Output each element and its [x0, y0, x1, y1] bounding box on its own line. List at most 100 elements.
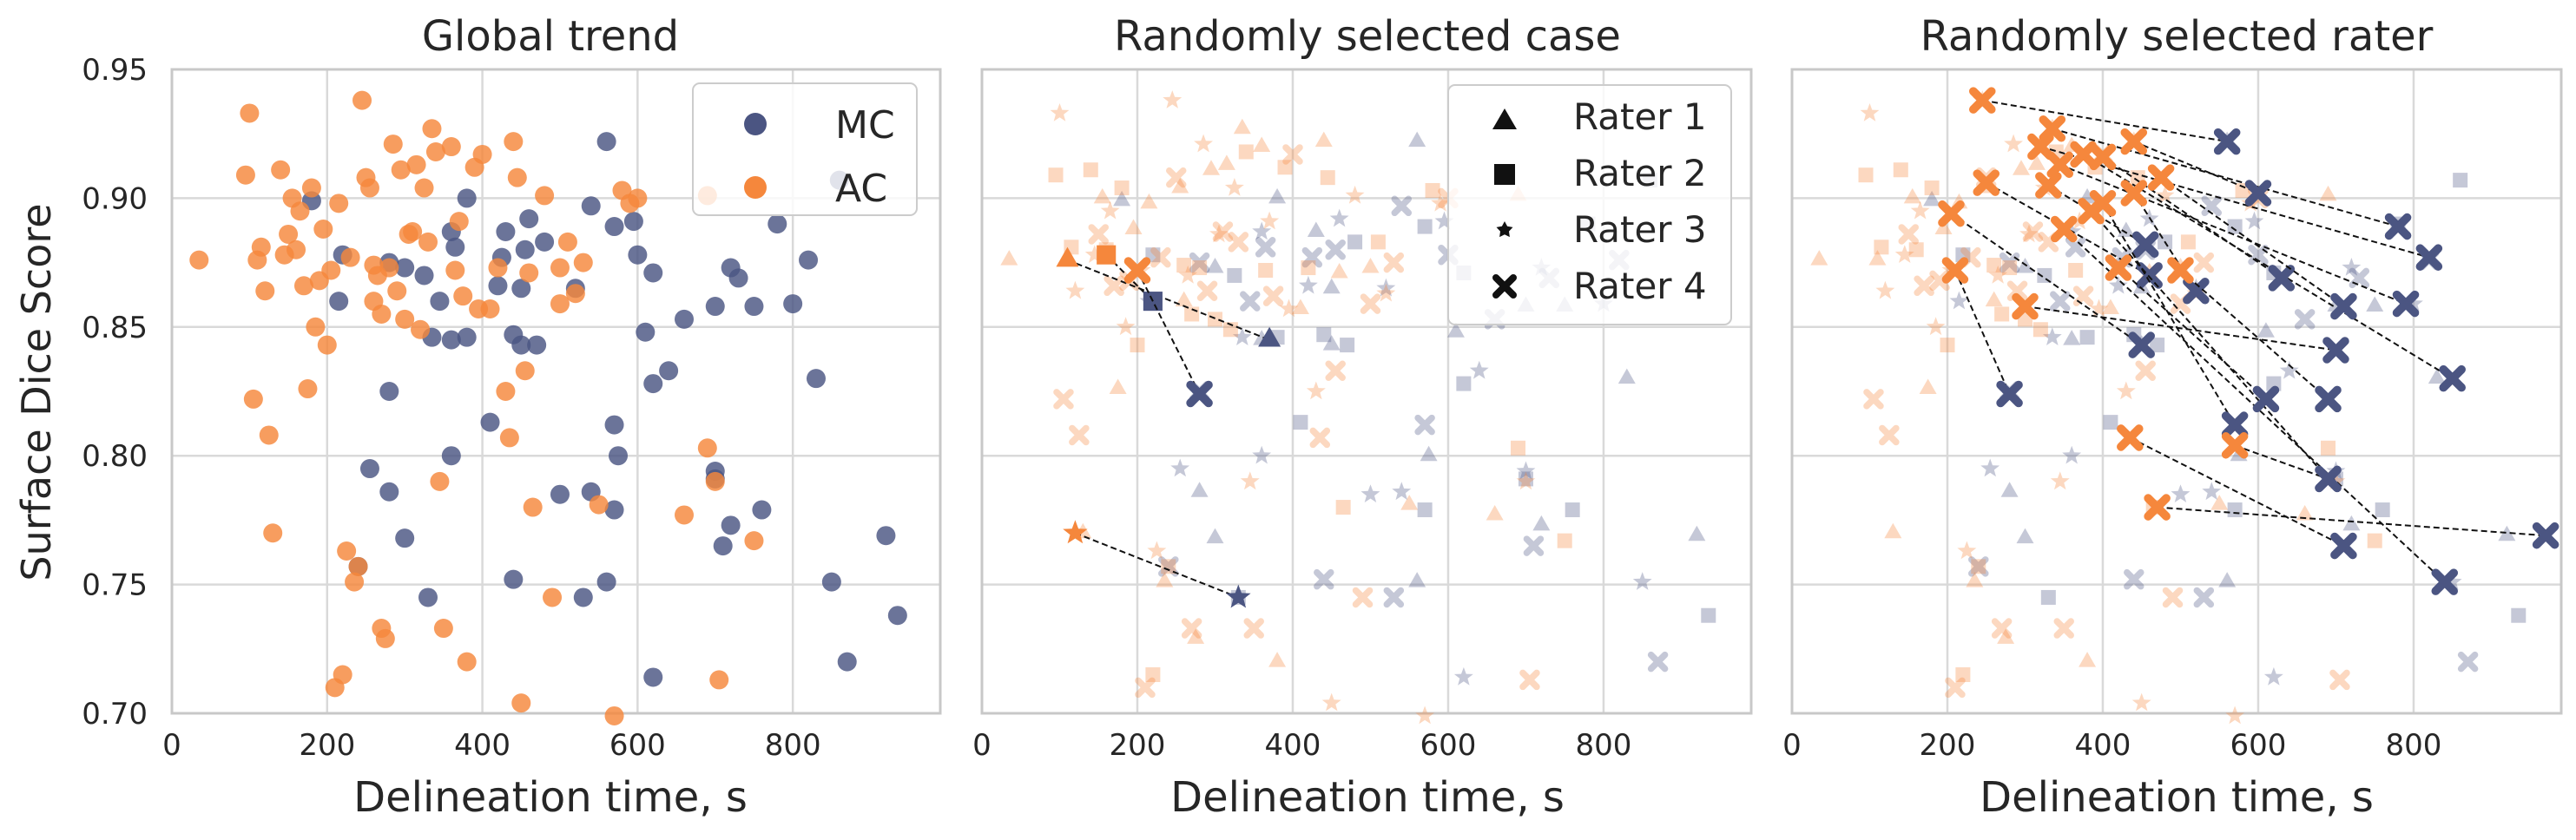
- mc-faded-point: [1325, 240, 1346, 260]
- ac-faded-point: [1516, 471, 1536, 490]
- mc-faded-point: [2457, 651, 2479, 673]
- mc-point: [837, 652, 857, 672]
- ac-faded-point: [2135, 360, 2156, 382]
- mc-point: [515, 240, 535, 259]
- ac-faded-point: [1175, 291, 1193, 307]
- ac-point: [499, 428, 519, 448]
- ac-faded-point: [1114, 180, 1130, 196]
- ac-highlight-point: [2144, 494, 2171, 521]
- mc-point: [876, 526, 896, 546]
- ac-highlight-point: [2120, 180, 2148, 207]
- mc-point: [581, 196, 601, 216]
- ac-faded-point: [1926, 317, 1946, 336]
- ac-faded-point: [1268, 652, 1287, 667]
- ac-faded-point: [2321, 440, 2336, 456]
- ac-faded-point: [1065, 280, 1085, 299]
- mc-point: [379, 482, 399, 502]
- ac-faded-point: [1212, 221, 1234, 242]
- ac-faded-point: [1519, 669, 1540, 691]
- pair-link-line: [1950, 213, 2143, 346]
- ac-highlight-point: [2012, 292, 2039, 320]
- ac-faded-point: [1879, 424, 1900, 446]
- mc-faded-point: [2000, 482, 2019, 497]
- ac-faded-point: [2004, 134, 2023, 153]
- mc-faded-point: [1446, 322, 1465, 338]
- ac-faded-point: [1860, 103, 1880, 121]
- ac-point: [441, 137, 461, 157]
- ac-point: [345, 572, 365, 592]
- mc-point: [623, 212, 643, 232]
- mc-faded-point: [1980, 458, 2000, 477]
- y-tick-label: 0.95: [82, 53, 148, 88]
- mc-faded-point: [1298, 275, 1318, 294]
- mc-point: [445, 237, 465, 257]
- ac-point: [445, 260, 465, 280]
- mc-faded-point: [2227, 219, 2243, 234]
- ac-faded-point: [1147, 541, 1167, 560]
- ac-point: [259, 425, 279, 445]
- ac-point: [589, 495, 609, 515]
- mc-faded-point: [2202, 482, 2222, 501]
- mc-faded-point: [1408, 131, 1426, 148]
- y-tick-label: 0.85: [82, 311, 148, 345]
- legend-rater3-label: Rater 3: [1573, 208, 1707, 251]
- mc-highlight-point: [2322, 337, 2349, 364]
- legend-2-box: [1447, 84, 1732, 325]
- mc-faded-point: [1232, 327, 1252, 345]
- mc-highlight-point: [2330, 532, 2357, 560]
- ac-faded-point: [2162, 587, 2184, 608]
- ac-faded-point: [2079, 652, 2097, 667]
- mc-point: [713, 536, 733, 556]
- ac-point: [395, 309, 415, 329]
- mc-highlight-point: [2131, 231, 2159, 259]
- ac-faded-point: [1325, 360, 1346, 382]
- pair-link-line: [2157, 506, 2546, 537]
- mc-highlight-point: [2213, 128, 2241, 155]
- mc-highlight-point: [2415, 244, 2443, 271]
- ac-point: [333, 665, 352, 685]
- mc-faded-point: [1420, 445, 1438, 462]
- mc-point: [604, 500, 624, 520]
- ac-faded-point: [1985, 291, 2003, 307]
- pair-link-line: [2133, 141, 2259, 194]
- mc-faded-point: [1968, 556, 1989, 577]
- ac-point: [329, 194, 349, 213]
- ac-highlight-point: [2035, 172, 2062, 199]
- mc-point: [799, 250, 819, 270]
- ac-faded-point: [1084, 245, 1104, 263]
- mc-faded-point: [1307, 221, 1325, 237]
- ac-faded-point: [1109, 378, 1127, 395]
- mc-faded-point: [2040, 589, 2056, 605]
- ac-faded-point: [1135, 677, 1156, 699]
- ac-faded-point: [1088, 224, 1109, 245]
- mc-faded-point: [1647, 651, 1669, 673]
- ac-point: [235, 165, 255, 185]
- ac-point: [425, 141, 445, 161]
- mc-highlight-point: [2384, 213, 2412, 240]
- mc-highlight-point: [2183, 277, 2210, 305]
- ac-point: [313, 220, 333, 240]
- mc-point: [604, 217, 624, 237]
- mc-faded-point: [1376, 278, 1396, 297]
- ac-faded-point: [1431, 193, 1450, 212]
- ac-point: [433, 619, 453, 639]
- ac-faded-point: [1116, 317, 1136, 336]
- ac-point: [453, 286, 473, 306]
- plot-frame: [1790, 68, 2563, 715]
- ac-point: [240, 103, 260, 123]
- ac-point: [352, 90, 372, 110]
- ac-point: [414, 178, 434, 198]
- mc-faded-point: [1227, 267, 1242, 283]
- mc-faded-point: [1240, 291, 1261, 312]
- ac-highlight-point: [2039, 115, 2066, 142]
- x-tick-label: 200: [1110, 728, 1166, 763]
- ac-faded-point: [1207, 312, 1222, 327]
- mc-faded-point: [1314, 568, 1334, 590]
- ac-highlight-point: [1938, 200, 1965, 227]
- ac-faded-point: [1320, 170, 1335, 186]
- mc-faded-point: [2042, 327, 2062, 345]
- ac-point: [535, 186, 555, 206]
- ac-faded-point: [1100, 200, 1120, 220]
- ac-faded-point: [1130, 338, 1145, 353]
- ac-point: [287, 240, 306, 259]
